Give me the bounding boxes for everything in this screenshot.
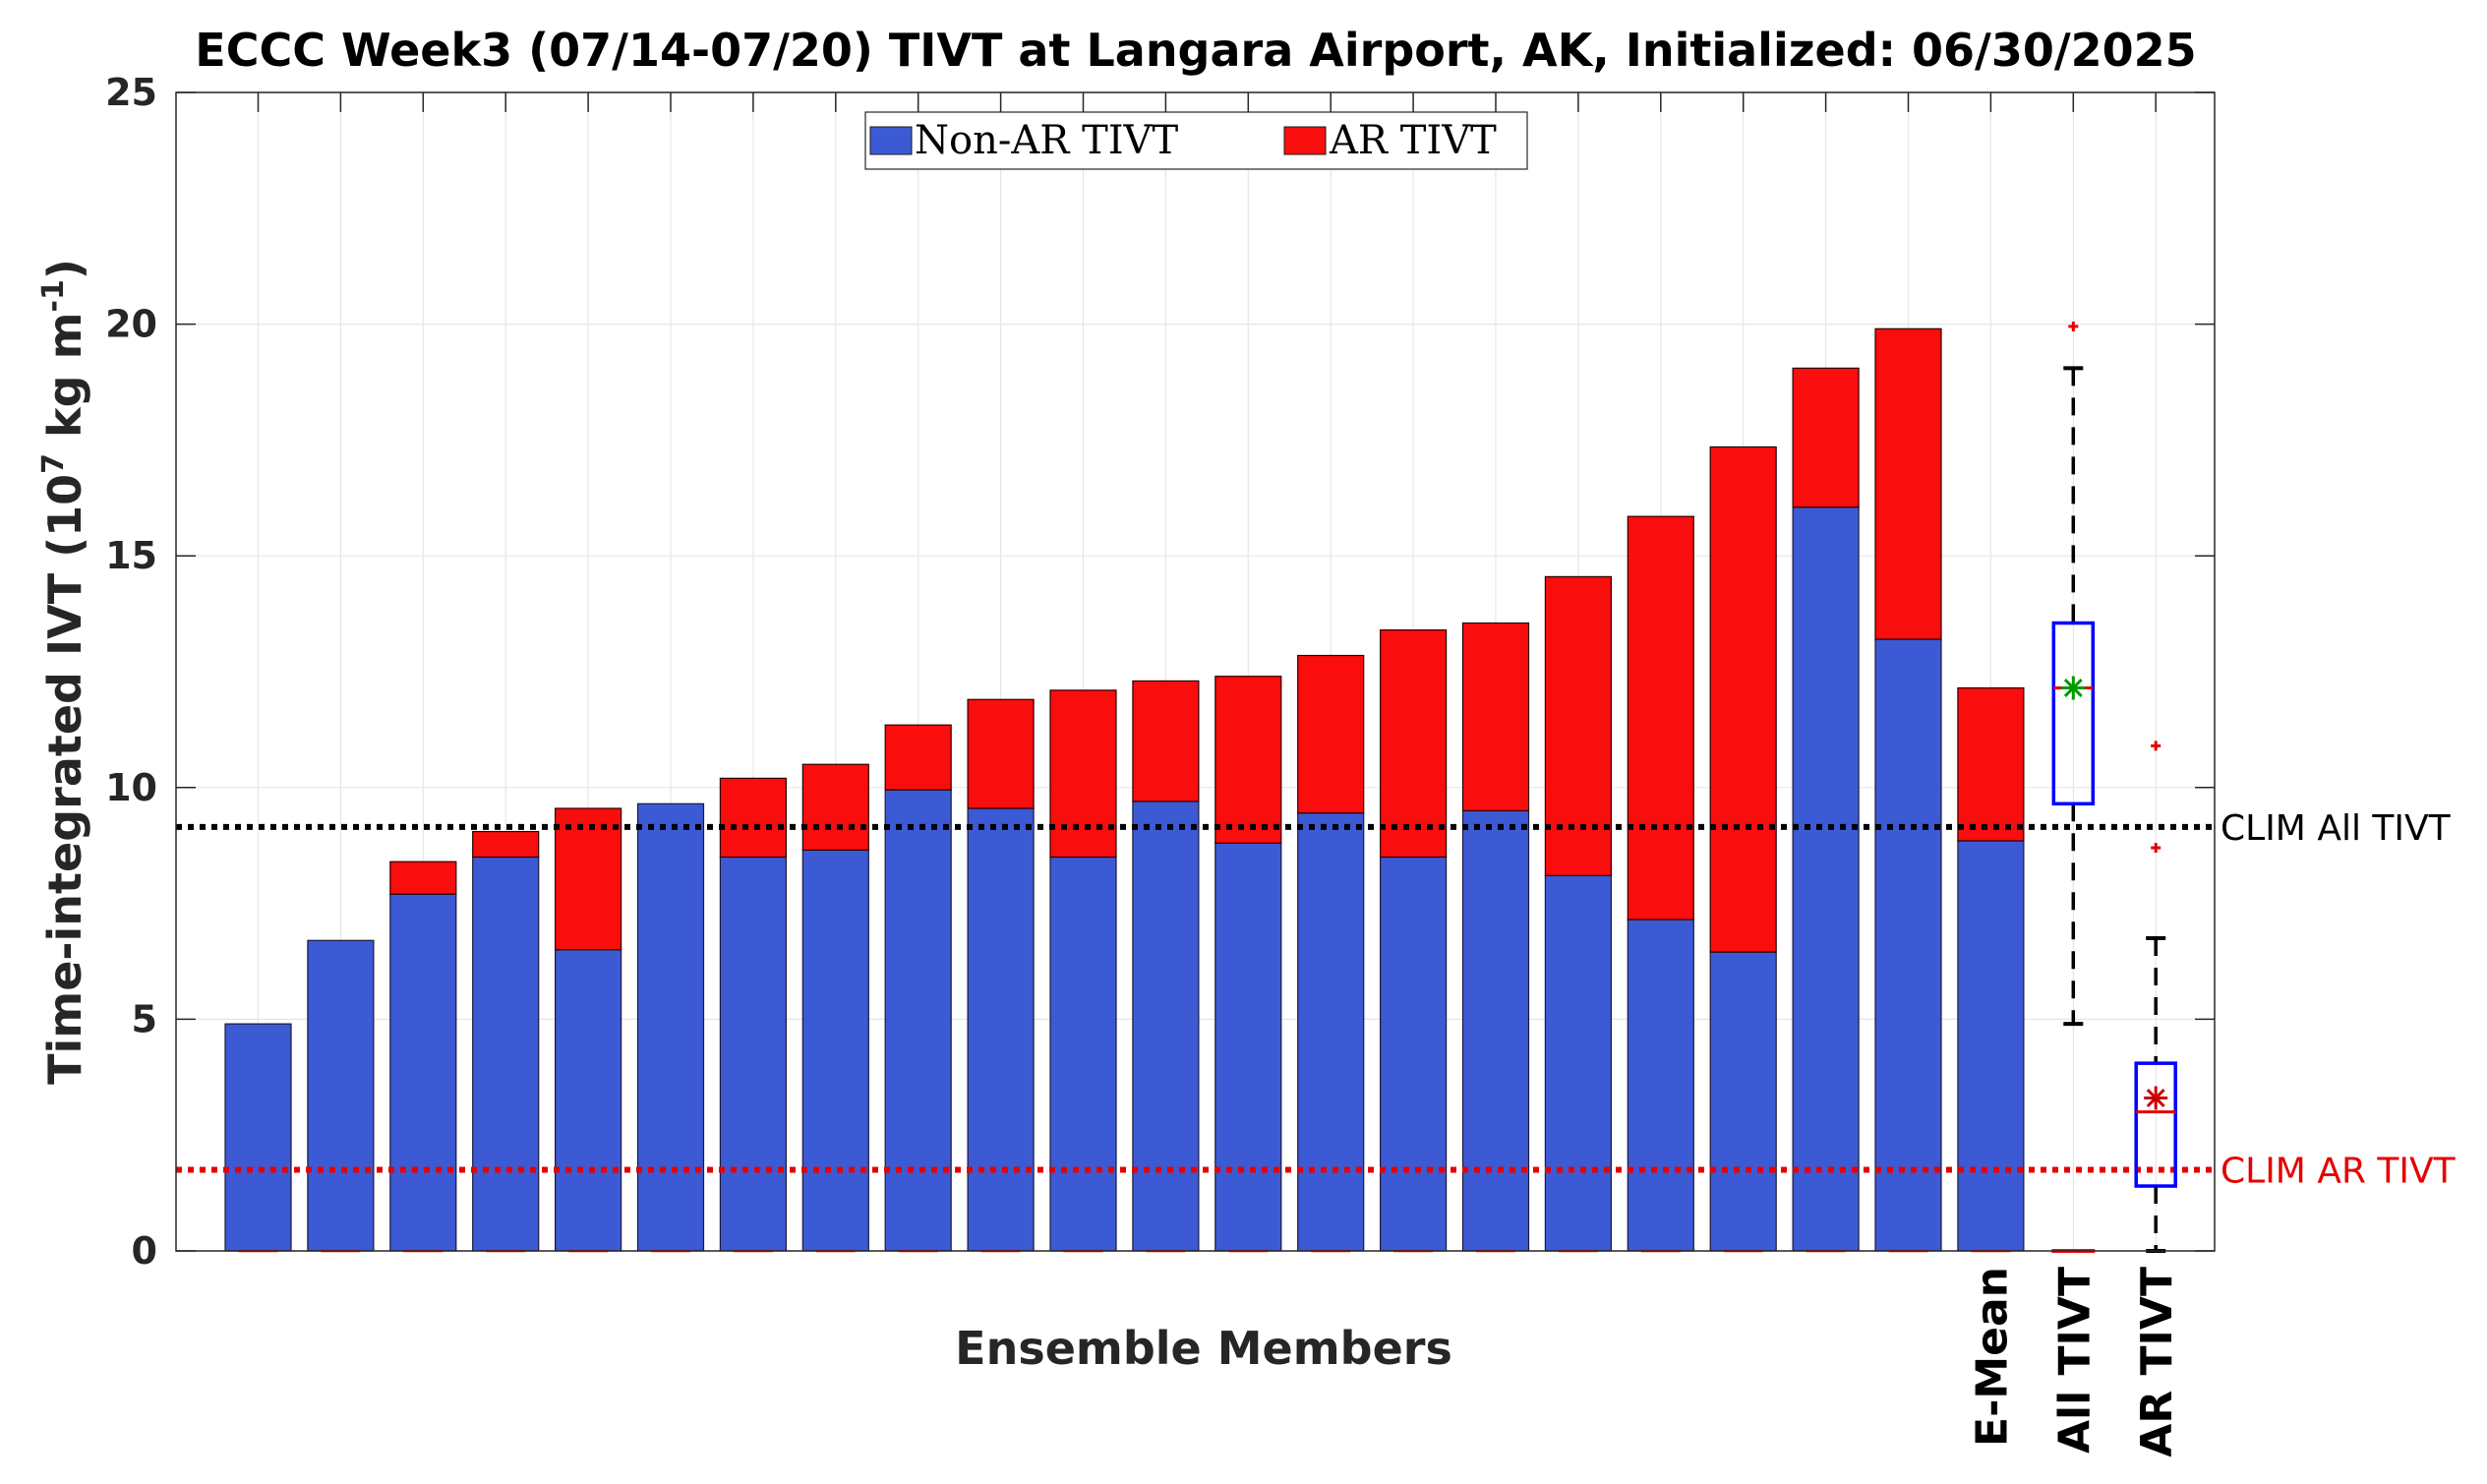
y-axis-label-unit: kg m [38,313,91,453]
box [2134,1061,2177,1188]
reference-line-label: CLIM All TIVT [2221,808,2452,849]
outlier-marker [2151,843,2161,854]
legend: Non-AR TIVT AR TIVT [864,111,1528,170]
legend-swatch-ar [1283,126,1327,155]
reference-line-labels: CLIM All TIVT CLIM AR TIVT [2221,808,2457,1192]
bar-ar [1709,445,1777,953]
bar-non-ar [719,856,788,1252]
bar-non-ar [1132,801,1200,1252]
x-tick-label: All TIVT [2049,1267,2100,1454]
bar-non-ar [1049,856,1117,1252]
bar-ar [1049,689,1117,859]
y-axis-label-close: ) [38,259,91,279]
bar-ar [1792,367,1860,508]
bar-series [224,327,2025,1252]
y-axis-label-exp2: -1 [36,279,71,312]
reference-line-label: CLIM AR TIVT [2221,1152,2457,1192]
x-tick-label: AR TIVT [2132,1267,2182,1457]
axis-ticks [176,91,2215,1252]
bar-non-ar [1214,842,1282,1252]
legend-label-ar: AR TIVT [1329,118,1497,163]
bar-non-ar [1461,809,1530,1252]
y-axis-label: Time-integrated IVT (107 kg m-1) [36,259,91,1085]
legend-swatch-non-ar [869,126,913,155]
bar-ar [884,724,952,791]
bar-non-ar [1957,840,2025,1252]
bar-ar [801,763,869,852]
bar-ar [472,830,540,859]
bar-ar [1874,327,1942,640]
bar-non-ar [884,789,952,1252]
bar-non-ar [307,939,375,1252]
bar-ar [1627,515,1694,920]
outlier-marker [2151,741,2161,751]
plot-frame [175,91,2216,1252]
y-axis-label-main: Time-integrated IVT (10 [38,474,91,1085]
y-tick-label: 20 [105,303,157,346]
bar-ar [1461,622,1530,811]
y-tick-label: 0 [132,1229,157,1273]
y-tick-labels: 0 5 10 15 20 25 [105,71,157,1273]
bar-ar [1379,628,1448,859]
y-tick-label: 10 [105,766,157,809]
bar-ar [1957,686,2025,842]
outlier-marker [2068,321,2079,331]
mean-marker-stroke [2063,679,2083,697]
plot-area [175,91,2216,1253]
bar-ar [1297,654,1365,814]
mean-marker [2061,676,2086,700]
bar-non-ar [1297,812,1365,1252]
x-tick-label: E-Mean [1967,1267,2017,1447]
bar-ar [1132,680,1200,802]
x-axis-label: Ensemble Members [955,1322,1452,1375]
legend-label-non-ar: Non-AR TIVT [915,118,1178,163]
x-tick-labels: E-Mean All TIVT AR TIVT [1967,1267,2182,1457]
bar-non-ar [472,856,540,1252]
bar-ar [554,807,622,951]
mean-marker-stroke [2146,1089,2165,1107]
y-tick-label: 25 [105,71,157,114]
bar-ar [389,861,457,895]
y-axis-label-exp1: 7 [36,453,71,474]
bar-non-ar [1544,874,1613,1252]
bar-ar [1214,676,1282,844]
bar-non-ar [1792,506,1860,1252]
bar-non-ar [1874,638,1942,1252]
box [2051,621,2096,806]
mean-marker [2144,1086,2168,1110]
y-tick-label: 15 [105,534,157,577]
legend-box [864,111,1528,170]
bar-ar [719,777,788,859]
bar-non-ar [967,807,1035,1252]
bar-ar [1544,575,1613,876]
bar-non-ar [636,802,705,1252]
boxplots [2051,321,2177,1253]
bar-non-ar [389,893,457,1252]
bar-non-ar [554,949,622,1252]
reference-lines [176,823,2215,1173]
bar-non-ar [1709,951,1777,1252]
y-tick-label: 5 [132,997,157,1040]
bar-non-ar [1379,856,1448,1252]
bar-non-ar [801,849,869,1252]
bar-non-ar [1627,919,1694,1252]
bar-ar [967,698,1035,809]
chart-title: ECCC Week3 (07/14-07/20) TIVT at Langara… [195,24,2196,77]
bar-non-ar [224,1023,292,1252]
